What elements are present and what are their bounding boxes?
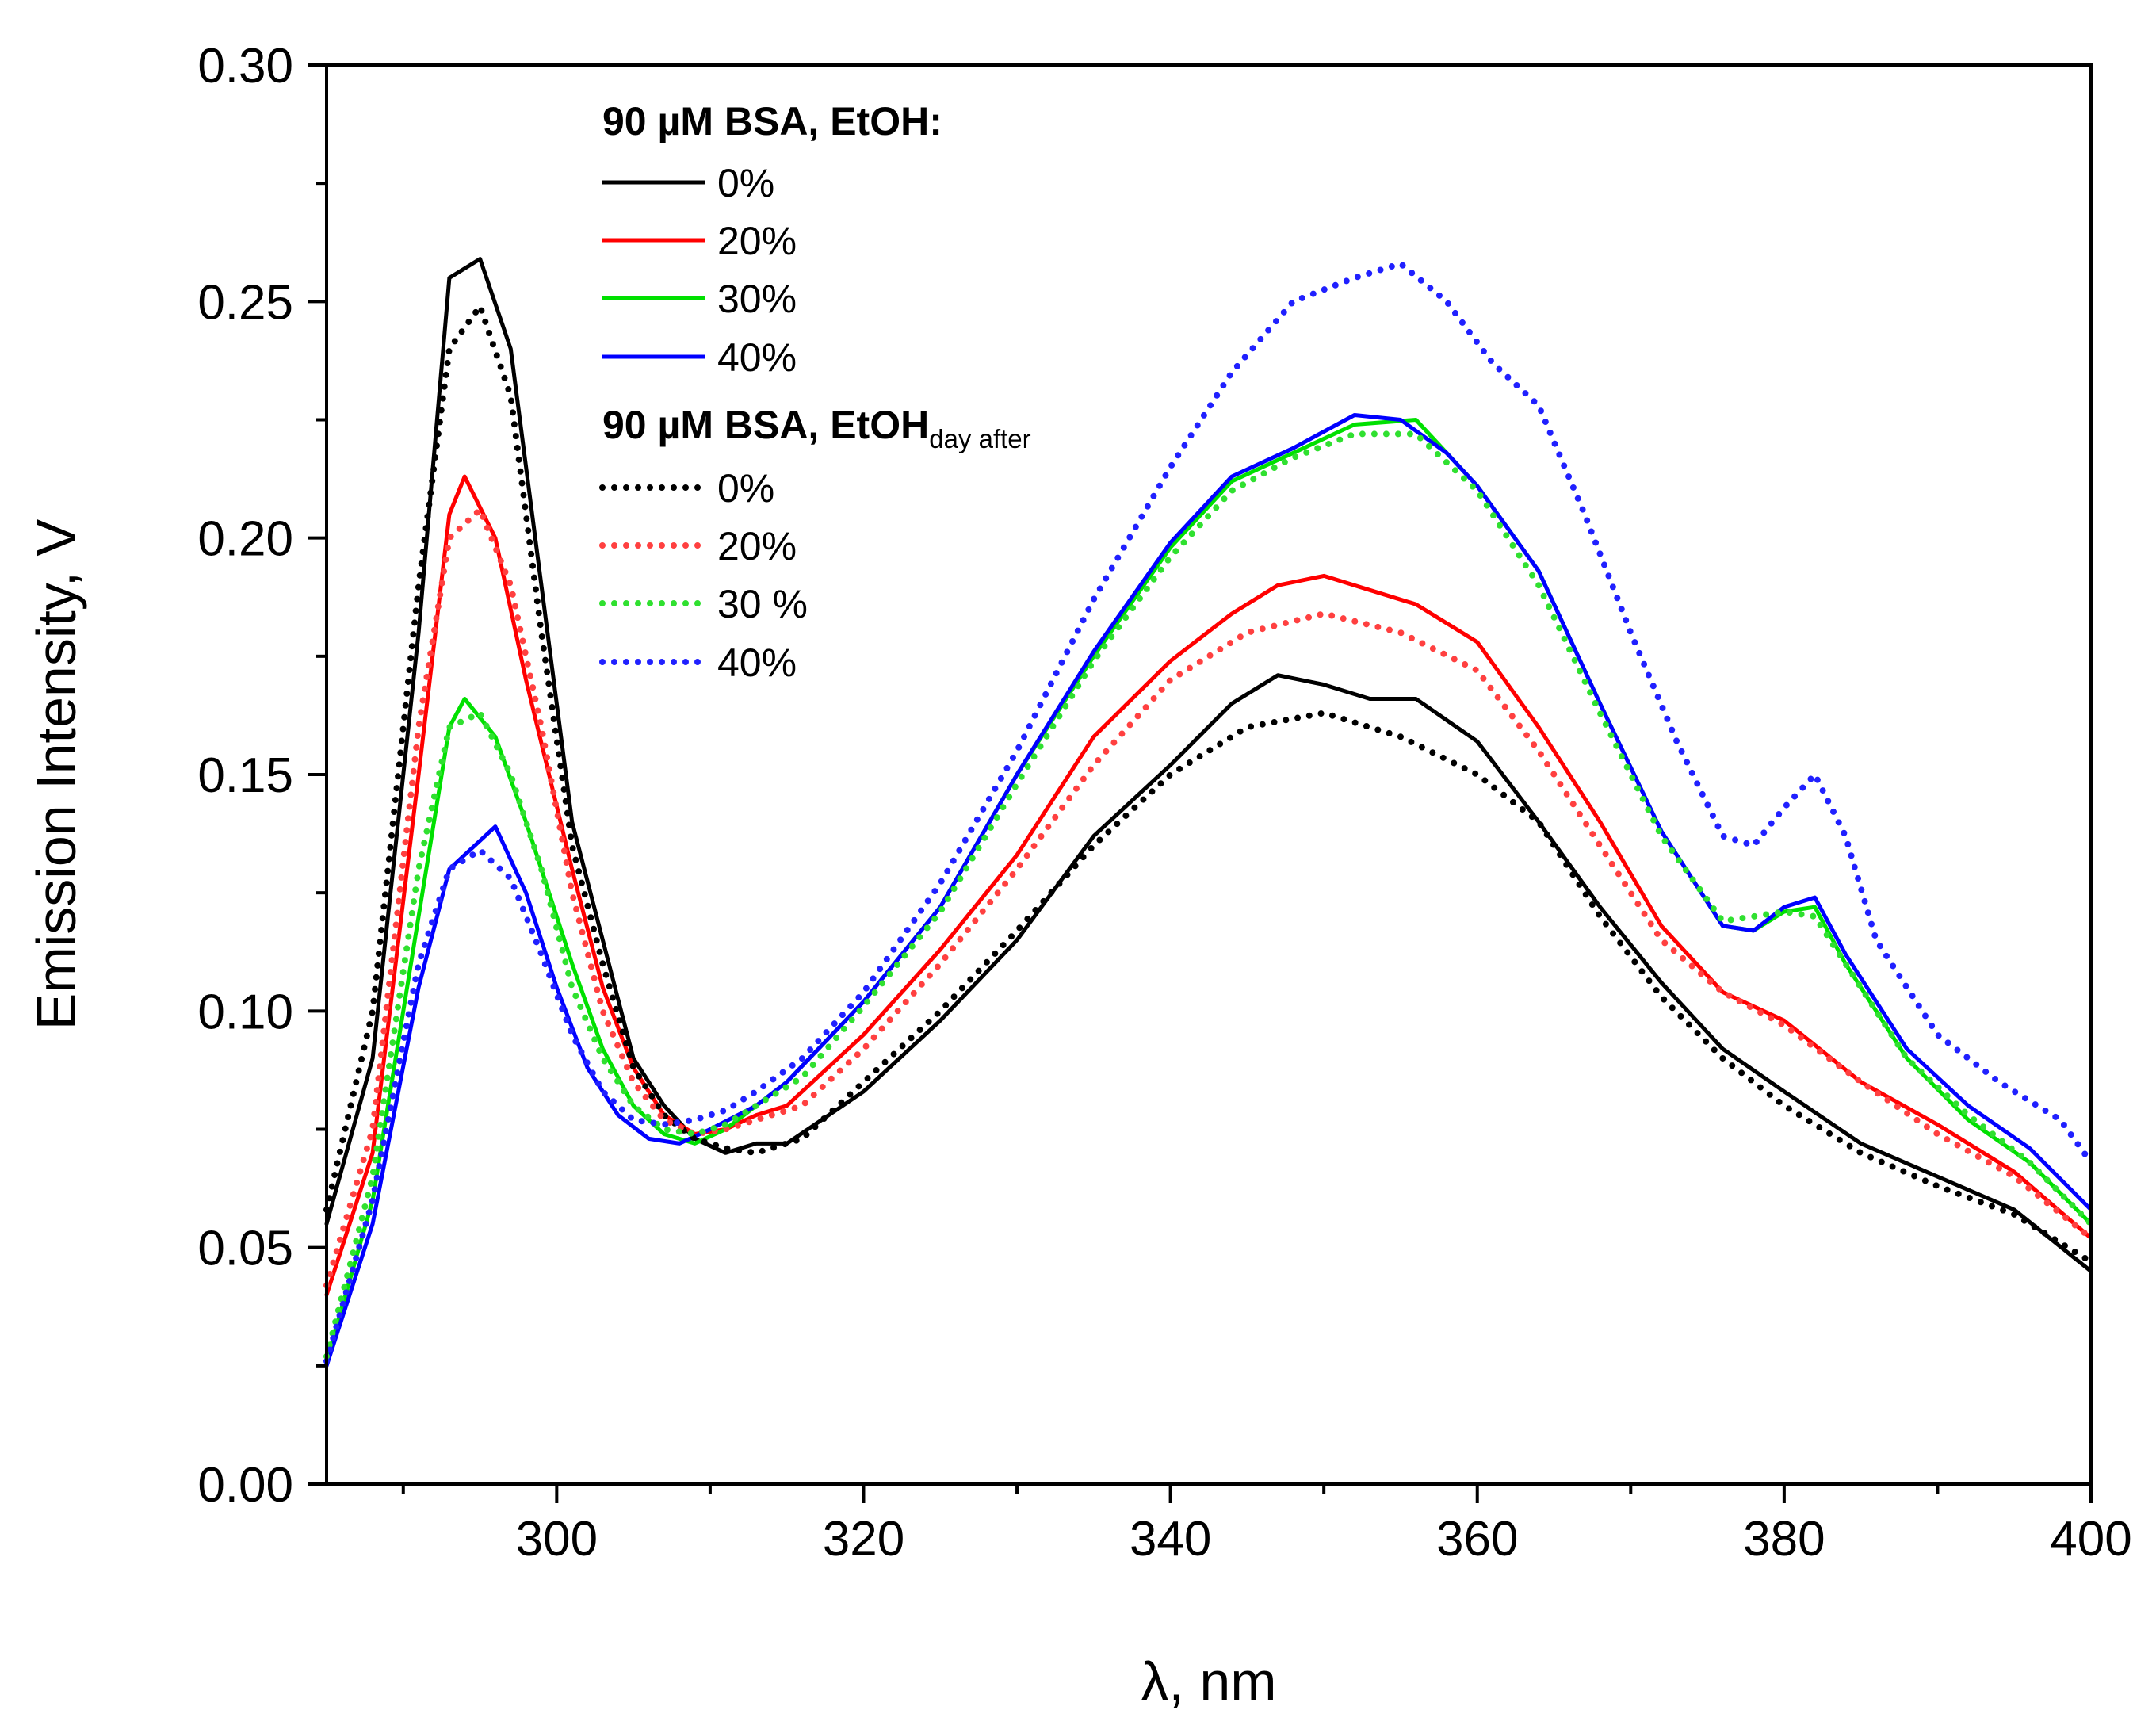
legend-label: 20% xyxy=(717,219,797,263)
legend-group2-title-sub: day after xyxy=(929,424,1030,453)
x-tick-label: 300 xyxy=(516,1512,598,1567)
plot-frame xyxy=(325,63,2093,1486)
series-line-dotted-40pct xyxy=(323,260,2094,1364)
series-line-solid-20pct xyxy=(324,474,2093,1297)
series-line-solid-40pct xyxy=(324,413,2093,1368)
x-tick-label: 380 xyxy=(1743,1512,1825,1567)
x-tick-label: 340 xyxy=(1130,1512,1211,1567)
x-tick-label: 360 xyxy=(1436,1512,1518,1567)
y-tick-label: 0.05 xyxy=(197,1222,293,1276)
legend-label: 0% xyxy=(717,466,774,511)
x-tick-label: 320 xyxy=(823,1512,904,1567)
y-axis-title: Emission Intensity, V xyxy=(25,518,87,1030)
axis-tick-labels: 300 320 340 360 380 400 0.00 0.05 0.10 0.15 0.20 0.… xyxy=(197,39,2131,1567)
series-line-dotted-30pct xyxy=(323,430,2094,1360)
y-tick-label: 0.30 xyxy=(197,39,293,94)
legend-group2-title-main: 90 µM BSA, EtOH xyxy=(602,403,929,447)
legend-label: 0% xyxy=(717,161,774,205)
legend-label: 40% xyxy=(717,335,797,380)
legend-label: 40% xyxy=(717,641,797,685)
y-tick-label: 0.10 xyxy=(197,985,293,1039)
legend-group1-title: 90 µM BSA, EtOH: xyxy=(602,99,942,143)
x-tick-label: 400 xyxy=(2050,1512,2131,1567)
series-layer xyxy=(323,257,2094,1368)
legend-label: 30 % xyxy=(717,582,808,626)
y-tick-label: 0.00 xyxy=(197,1458,293,1513)
y-tick-label: 0.15 xyxy=(197,748,293,803)
axis-ticks xyxy=(308,63,2093,1503)
series-line-solid-0pct xyxy=(324,257,2093,1273)
y-tick-label: 0.20 xyxy=(197,512,293,567)
legend-group2-title: 90 µM BSA, EtOHday after xyxy=(602,403,1031,453)
legend: 90 µM BSA, EtOH: 90 µM BSA, EtOHday afte… xyxy=(599,99,1031,685)
y-tick-label: 0.25 xyxy=(197,275,293,330)
series-line-dotted-20pct xyxy=(323,506,2094,1289)
x-axis-title: λ, nm xyxy=(1141,1651,1276,1712)
legend-label: 30% xyxy=(717,277,797,321)
legend-label: 20% xyxy=(717,524,797,568)
